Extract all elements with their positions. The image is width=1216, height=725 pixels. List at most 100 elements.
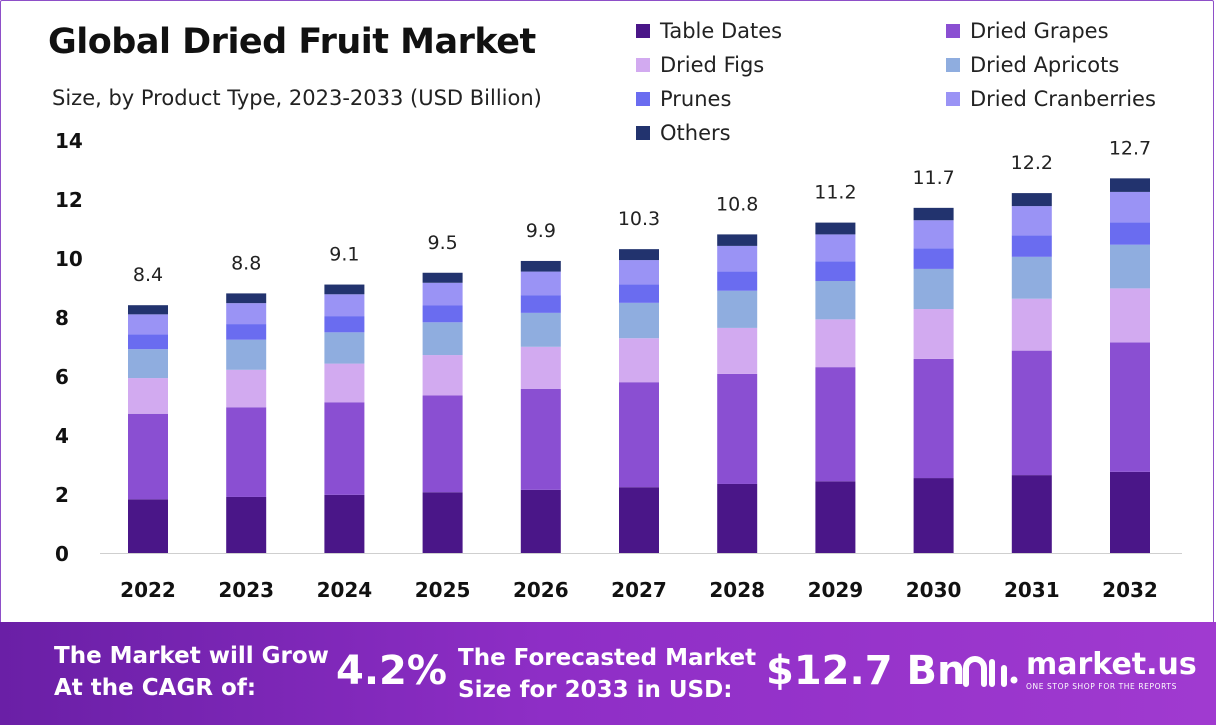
y-tick-label: 8 [55,306,69,330]
legend-label: Table Dates [660,19,783,43]
legend-swatch [636,126,650,140]
bar-segment [913,248,954,269]
brand-logo[interactable]: market.us ONE STOP SHOP FOR THE REPORTS [962,650,1197,691]
bar-segment [422,322,463,356]
legend-swatch [636,58,650,72]
bar-segment [815,481,856,553]
bar-segment [1011,350,1052,476]
bar-segment [226,369,267,408]
legend-item-table-dates: Table Dates [636,18,946,44]
legend: Table Dates Dried Grapes Dried Figs Drie… [636,18,1206,146]
x-tick-label: 2023 [218,578,274,602]
bar-segment [1110,222,1150,245]
bar-segment [324,494,365,553]
legend-item-others: Others [636,120,946,146]
bar-segment [520,346,561,389]
bar-segment [422,492,463,553]
legend-label: Dried Figs [660,53,765,77]
chart-subtitle: Size, by Product Type, 2023-2033 (USD Bi… [52,86,542,110]
x-tick-label: 2026 [513,578,569,602]
bar-segment [1011,475,1052,553]
legend-swatch [946,92,960,106]
bar-segment [324,294,365,317]
bar-segment [619,284,659,303]
x-tick-label: 2032 [1102,578,1158,602]
bar-segment [913,268,954,310]
legend-label: Dried Grapes [970,19,1109,43]
bar-segment [717,234,758,246]
bar-segment [815,261,856,282]
bar-segment [226,324,267,340]
bar-segment [226,303,267,325]
chart-title: Global Dried Fruit Market [48,22,536,62]
bar-segment [324,284,365,295]
bar-segment [128,413,168,500]
x-tick-label: 2022 [120,578,176,602]
bar-segment [1110,191,1150,223]
bar-total-label: 9.1 [329,244,359,266]
bar-segment [520,295,561,313]
legend-item-dried-apricots: Dried Apricots [946,52,1206,78]
legend-label: Prunes [660,87,732,111]
bar-segment [1011,256,1052,299]
bar-segment [619,487,659,553]
x-tick-label: 2027 [611,578,667,602]
x-tick-label: 2025 [415,578,471,602]
legend-item-dried-grapes: Dried Grapes [946,18,1206,44]
bar-total-label: 11.7 [912,167,954,189]
bar-segment [717,483,758,553]
bar-segment [619,338,659,383]
bar-segment [1110,178,1150,192]
bar-segment [128,305,168,315]
brand-tagline: ONE STOP SHOP FOR THE REPORTS [1026,682,1177,691]
bar-segment [324,363,365,403]
bar-total-label: 12.7 [1109,137,1151,159]
forecast-label-line1: The Forecasted Market [458,645,757,671]
bar-segment [619,249,659,261]
y-tick-label: 10 [55,247,83,271]
bar-segment [717,327,758,374]
legend-item-dried-cranberries: Dried Cranberries [946,86,1206,112]
x-tick-label: 2028 [709,578,765,602]
forecast-value: $12.7 Bn [766,648,966,694]
bar-segment [226,293,267,304]
bar-segment [1011,193,1052,207]
bar-segment [226,407,267,497]
market-us-logo-icon [963,655,1018,687]
bar-total-label: 8.8 [231,252,261,274]
bar-segment [717,290,758,328]
legend-swatch [636,92,650,106]
bar-total-label: 10.3 [618,208,660,230]
bar-segment [128,334,168,350]
y-tick-label: 2 [55,483,69,507]
bar-segment [1110,288,1150,343]
legend-swatch [636,24,650,38]
x-tick-label: 2029 [808,578,864,602]
bar-segment [1011,206,1052,236]
legend-label: Dried Apricots [970,53,1120,77]
bar-segment [1110,471,1150,553]
forecast-label-line2: Size for 2033 in USD: [458,677,733,703]
bar-total-label: 8.4 [133,264,163,286]
brand-name: market.us [1026,647,1197,682]
legend-item-prunes: Prunes [636,86,946,112]
stacked-bar-chart: 0 2 4 6 8 10 12 14 8.4 2022 8.8 2023 9.1 2024 9.5 2025 9… [55,129,1182,602]
bar-total-label: 11.2 [814,182,856,204]
y-tick-label: 14 [55,129,83,153]
x-tick-label: 2030 [906,578,962,602]
bar-segment [422,395,463,493]
bar-segment [1011,298,1052,351]
x-tick-label: 2031 [1004,578,1060,602]
bar-segment [1110,342,1150,472]
legend-item-dried-figs: Dried Figs [636,52,946,78]
bar-segment [520,489,561,553]
bar-total-label: 12.2 [1011,152,1053,174]
bar-segment [913,207,954,221]
cagr-label-line2: At the CAGR of: [54,675,257,701]
bar-segment [913,309,954,359]
bar-segment [815,319,856,368]
footer-banner [0,622,1216,725]
cagr-label: The Market will Grow At the CAGR of: [54,640,329,704]
bar-segment [324,316,365,333]
bar-segment [1011,235,1052,257]
